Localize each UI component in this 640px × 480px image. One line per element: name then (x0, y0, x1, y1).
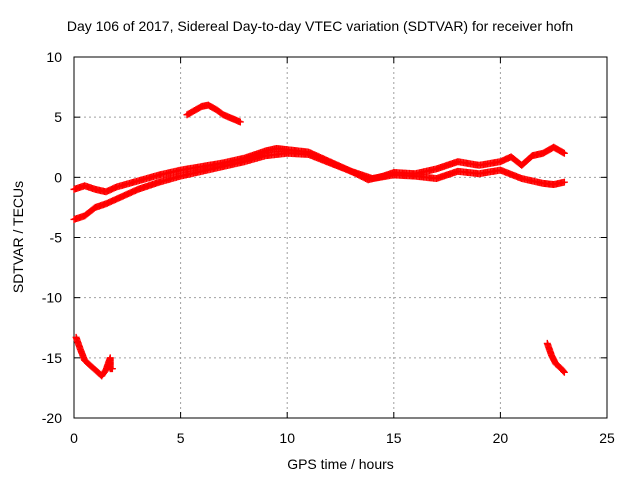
x-tick-label: 20 (493, 430, 509, 446)
y-axis-label: SDTVAR / TECUs (10, 180, 26, 294)
y-tick-label: -15 (42, 350, 62, 366)
data-point (236, 118, 244, 126)
y-tick-label: -5 (50, 230, 63, 246)
y-tick-label: 5 (54, 109, 62, 125)
data-point (560, 367, 568, 375)
x-tick-label: 25 (599, 430, 615, 446)
data-point (560, 178, 568, 186)
data-point (560, 368, 568, 376)
data-series (70, 149, 568, 223)
y-tick-label: -10 (42, 290, 62, 306)
x-tick-label: 10 (279, 430, 295, 446)
y-tick-label: -20 (42, 410, 62, 426)
x-tick-label: 5 (177, 430, 185, 446)
x-tick-label: 15 (386, 430, 402, 446)
data-series (543, 339, 568, 376)
y-tick-label: 10 (46, 49, 62, 65)
data-series (183, 101, 244, 126)
x-axis-label: GPS time / hours (287, 456, 394, 472)
data-series (72, 333, 116, 380)
x-tick-label: 0 (70, 430, 78, 446)
data-point (560, 149, 568, 157)
data-point (108, 365, 116, 373)
y-tick-label: 0 (54, 169, 62, 185)
chart-title: Day 106 of 2017, Sidereal Day-to-day VTE… (66, 18, 574, 34)
